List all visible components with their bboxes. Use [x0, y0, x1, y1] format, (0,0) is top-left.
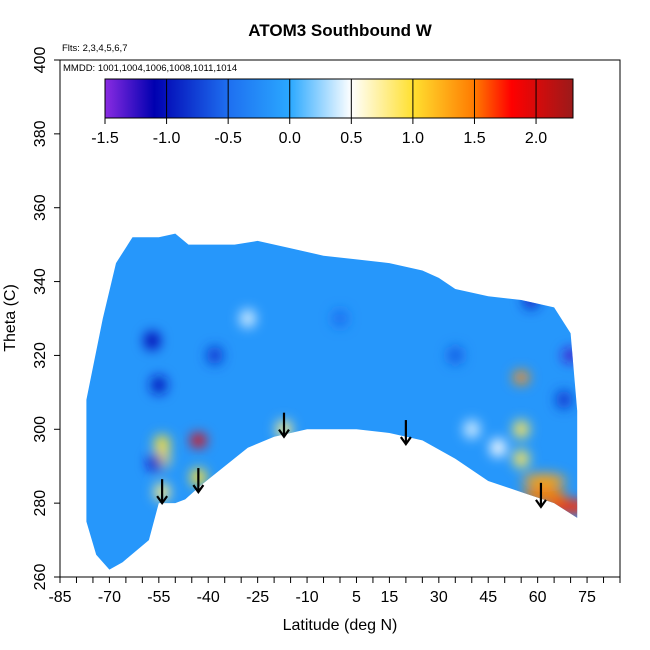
y-tick-label: 320 — [32, 342, 49, 369]
anomaly-15 — [206, 346, 223, 365]
down-arrow-1 — [192, 468, 205, 494]
down-arrow-2 — [278, 412, 290, 439]
anomaly-18 — [556, 390, 572, 409]
x-tick-label: 30 — [430, 589, 448, 606]
anomaly-23 — [490, 438, 507, 457]
down-arrow-4 — [535, 482, 547, 509]
anomaly-3 — [190, 433, 207, 448]
x-axis-label: Latitude (deg N) — [283, 617, 398, 634]
x-tick-label: -55 — [147, 589, 170, 606]
x-axis: -85 -70 -55 -40 -25 -10 5 15 30 45 60 75 — [48, 577, 621, 606]
colorbar-tick-label: -0.5 — [214, 130, 242, 147]
y-tick-label: 360 — [32, 194, 49, 221]
colorbar-tick-label: 0.5 — [340, 130, 362, 147]
x-tick-label: 15 — [381, 589, 399, 606]
y-tick-label: 380 — [32, 120, 49, 147]
y-tick-label: 340 — [32, 268, 49, 295]
dates-note: MMDD: 1001,1004,1006,1008,1011,1014 — [63, 63, 237, 74]
y-tick-label: 400 — [32, 47, 49, 74]
colorbar: -1.5 -1.0 -0.5 0.0 0.5 1.0 1.5 2.0 — [91, 78, 574, 147]
x-tick-label: 75 — [578, 589, 596, 606]
down-arrow-0 — [156, 479, 169, 506]
down-arrow-3 — [399, 420, 412, 446]
colorbar-gradient — [104, 78, 574, 119]
x-tick-label: -40 — [197, 589, 220, 606]
chart-title: ATOM3 Southbound W — [248, 21, 432, 40]
anomaly-13 — [150, 375, 167, 395]
anomaly-8 — [513, 449, 530, 468]
colorbar-tick-label: -1.5 — [91, 130, 119, 147]
y-tick-label: 280 — [32, 490, 49, 517]
x-tick-label: -85 — [48, 589, 71, 606]
anomaly-20 — [332, 309, 348, 328]
colorbar-tick-label: 2.0 — [525, 130, 547, 147]
colorbar-tick-label: 0.0 — [279, 130, 301, 147]
colorbar-tick-label: 1.0 — [402, 130, 424, 147]
flights-note: Flts: 2,3,4,5,6,7 — [62, 43, 127, 54]
anomaly-0 — [154, 435, 171, 454]
anomaly-12 — [144, 331, 161, 350]
anomaly-17 — [562, 348, 578, 363]
y-tick-label: 300 — [32, 416, 49, 443]
x-tick-label: 45 — [479, 589, 497, 606]
anomaly-14 — [147, 453, 164, 472]
anomaly-6 — [513, 370, 530, 385]
y-axis-label: Theta (C) — [2, 284, 19, 352]
anomaly-11 — [548, 499, 578, 514]
anomaly-7 — [513, 420, 530, 439]
colorbar-tick-label: 1.5 — [463, 130, 485, 147]
anomaly-16 — [523, 290, 540, 310]
y-axis: 260 280 300 320 340 360 380 400 — [32, 47, 60, 591]
y-tick-label: 260 — [32, 564, 49, 591]
anomaly-9 — [522, 474, 567, 488]
x-tick-label: 5 — [352, 589, 361, 606]
x-tick-label: 60 — [529, 589, 547, 606]
x-tick-label: -10 — [295, 589, 318, 606]
anomaly-21 — [463, 420, 480, 439]
anomaly-22 — [239, 309, 256, 328]
x-tick-label: -70 — [98, 589, 121, 606]
arrow-annotations — [156, 412, 547, 509]
x-tick-label: -25 — [246, 589, 269, 606]
colorbar-tick-label: -1.0 — [153, 130, 181, 147]
anomaly-19 — [447, 346, 464, 365]
